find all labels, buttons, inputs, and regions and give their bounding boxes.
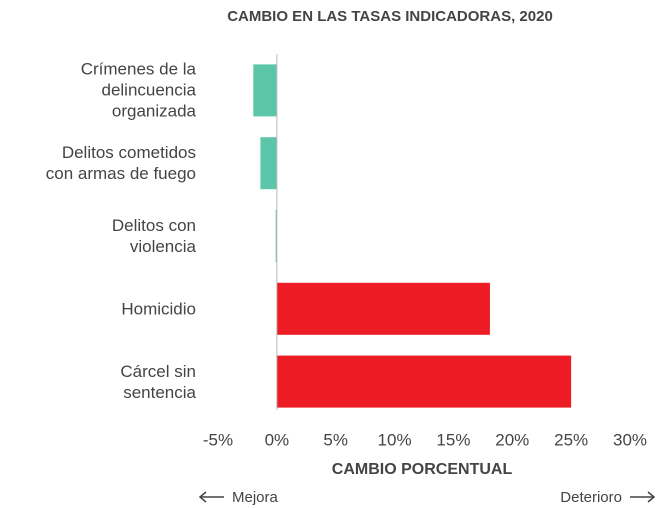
x-tick-label: 20% <box>495 430 529 449</box>
bar <box>260 137 277 190</box>
bar <box>276 282 490 335</box>
x-tick-label: 15% <box>436 430 470 449</box>
bar <box>253 64 277 117</box>
x-tick-label: 30% <box>613 430 647 449</box>
x-tick-label: 5% <box>323 430 348 449</box>
x-tick-label: 10% <box>378 430 412 449</box>
x-tick-label: 25% <box>554 430 588 449</box>
annotation-left: Mejora <box>232 489 279 506</box>
annotation-right: Deterioro <box>560 489 622 506</box>
bar <box>275 210 277 262</box>
bar <box>276 355 572 408</box>
y-tick-label: Cárcel sin sentencia <box>120 361 196 402</box>
arrow-left-head <box>198 491 207 503</box>
x-axis-label: CAMBIO PORCENTUAL <box>332 461 513 478</box>
arrow-right-head <box>647 491 656 503</box>
y-tick-label: Delitos con violencia <box>111 216 196 256</box>
y-tick-label: Delitos cometidos con armas de fuego <box>45 143 196 184</box>
x-tick-label: -5% <box>203 430 233 449</box>
x-tick-label: 0% <box>265 430 290 449</box>
y-tick-label: Crímenes de la delincuencia organizada <box>80 59 196 121</box>
chart-title: CAMBIO EN LAS TASAS INDICADORAS, 2020 <box>227 8 553 25</box>
y-tick-label: Homicidio <box>121 299 196 319</box>
